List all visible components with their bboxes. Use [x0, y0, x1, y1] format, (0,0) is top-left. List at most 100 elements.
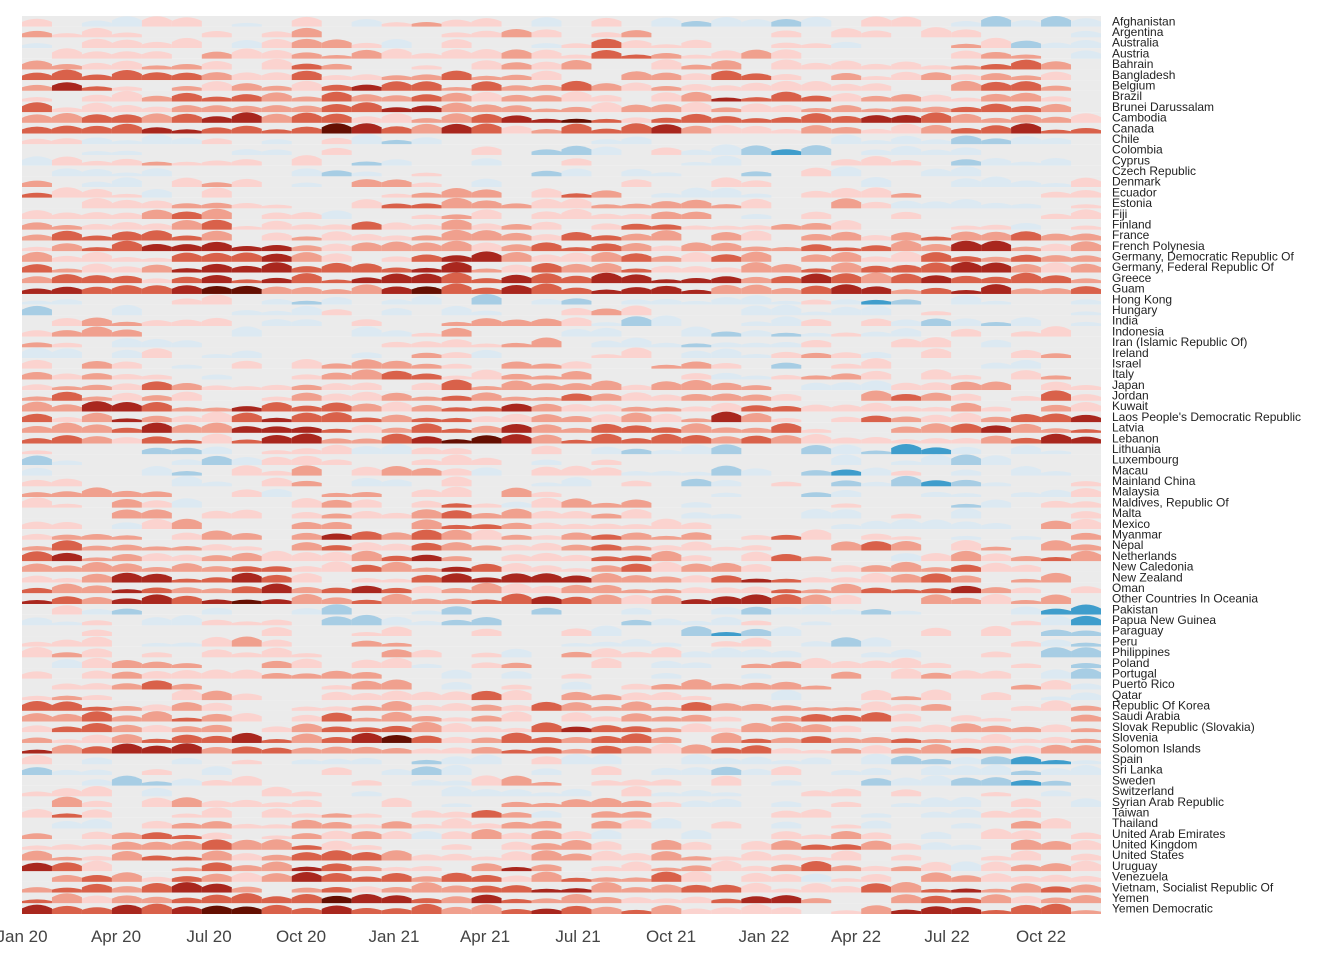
horizon-band-segment	[981, 499, 1012, 508]
horizon-band-segment	[861, 712, 892, 722]
horizon-band-segment	[171, 797, 202, 808]
horizon-band-segment	[22, 845, 52, 850]
horizon-band-segment	[921, 888, 952, 893]
horizon-band-segment	[741, 663, 772, 669]
horizon-band-segment	[411, 254, 442, 262]
horizon-band-segment	[891, 540, 922, 551]
horizon-band-segment	[141, 16, 172, 27]
horizon-band-segment	[591, 725, 622, 733]
horizon-band-segment	[951, 493, 982, 498]
horizon-band-segment	[621, 82, 652, 91]
horizon-band-segment	[291, 287, 322, 294]
horizon-band-segment	[81, 757, 112, 765]
horizon-band-segment	[441, 619, 472, 626]
horizon-band-segment	[1071, 532, 1101, 540]
horizon-band-segment	[651, 673, 682, 679]
horizon-band-segment	[891, 426, 922, 433]
horizon-band-segment	[261, 149, 292, 155]
horizon-band-segment	[861, 737, 892, 743]
horizon-band-segment	[261, 139, 292, 145]
horizon-band-segment	[171, 161, 202, 166]
horizon-band-segment	[531, 434, 562, 444]
horizon-band-segment	[411, 352, 442, 359]
horizon-band-segment	[81, 545, 112, 551]
horizon-row	[22, 379, 1101, 391]
horizon-band-segment	[111, 851, 142, 861]
x-tick-label: Jan 20	[0, 927, 48, 946]
horizon-band-segment	[1011, 620, 1042, 626]
horizon-band-segment	[231, 72, 262, 81]
horizon-band-segment	[891, 789, 922, 797]
horizon-band-segment	[51, 416, 82, 423]
horizon-band-segment	[561, 404, 592, 412]
horizon-band-segment	[231, 636, 262, 647]
horizon-band-segment	[81, 608, 112, 615]
country-label: Argentina	[1112, 25, 1164, 39]
horizon-band-segment	[501, 789, 532, 797]
horizon-band-segment	[831, 444, 862, 455]
horizon-row	[22, 657, 1101, 669]
horizon-band-segment	[1071, 384, 1101, 391]
horizon-band-segment	[501, 684, 532, 690]
horizon-band-segment	[741, 468, 772, 476]
horizon-band-segment	[291, 552, 322, 562]
horizon-band-segment	[1071, 113, 1101, 123]
horizon-band-segment	[111, 589, 142, 594]
horizon-band-segment	[681, 83, 712, 91]
horizon-band-segment	[591, 765, 622, 776]
horizon-band-segment	[741, 703, 772, 711]
horizon-band-segment	[831, 159, 862, 166]
horizon-band-segment	[951, 796, 982, 808]
horizon-band-segment	[801, 233, 832, 241]
country-label: Cyprus	[1112, 153, 1150, 167]
horizon-band-segment	[111, 437, 142, 444]
horizon-band-segment	[711, 125, 742, 134]
horizon-band-segment	[621, 563, 652, 572]
horizon-band-segment	[1011, 705, 1042, 711]
horizon-band-segment	[111, 231, 142, 241]
horizon-band-segment	[921, 414, 952, 423]
horizon-band-segment	[501, 662, 532, 669]
horizon-band-segment	[411, 267, 442, 273]
horizon-row	[22, 785, 1101, 797]
horizon-band-segment	[111, 304, 142, 316]
horizon-band-segment	[1011, 779, 1042, 786]
horizon-band-segment	[291, 480, 322, 487]
horizon-band-segment	[411, 235, 442, 241]
horizon-band-segment	[711, 465, 742, 476]
horizon-band-segment	[231, 159, 262, 166]
horizon-band-segment	[1011, 59, 1042, 70]
horizon-band-segment	[141, 787, 172, 797]
horizon-band-segment	[861, 753, 892, 765]
horizon-band-segment	[51, 187, 82, 198]
horizon-band-segment	[201, 411, 232, 423]
horizon-band-segment	[711, 792, 742, 797]
horizon-band-segment	[201, 588, 232, 594]
horizon-band-segment	[22, 467, 52, 476]
horizon-band-segment	[591, 404, 622, 412]
horizon-band-segment	[351, 102, 382, 113]
horizon-band-segment	[111, 832, 142, 840]
horizon-band-segment	[81, 102, 112, 113]
horizon-band-segment	[111, 285, 142, 294]
horizon-band-segment	[1071, 30, 1101, 38]
horizon-band-segment	[411, 137, 442, 145]
horizon-band-segment	[741, 276, 772, 284]
horizon-band-segment	[291, 608, 322, 615]
horizon-band-segment	[81, 373, 112, 380]
horizon-band-segment	[291, 300, 322, 305]
horizon-band-segment	[411, 529, 442, 540]
horizon-band-segment	[1011, 756, 1042, 765]
horizon-band-segment	[171, 834, 202, 840]
horizon-band-segment	[981, 224, 1012, 230]
horizon-band-segment	[501, 812, 532, 818]
horizon-band-segment	[291, 224, 322, 230]
horizon-band-segment	[141, 106, 172, 113]
horizon-band-segment	[51, 422, 82, 433]
horizon-band-segment	[51, 373, 82, 380]
horizon-band-segment	[231, 279, 262, 284]
horizon-band-segment	[711, 402, 742, 412]
horizon-row	[22, 646, 1101, 658]
horizon-band-segment	[621, 316, 652, 327]
horizon-band-segment	[531, 898, 562, 904]
